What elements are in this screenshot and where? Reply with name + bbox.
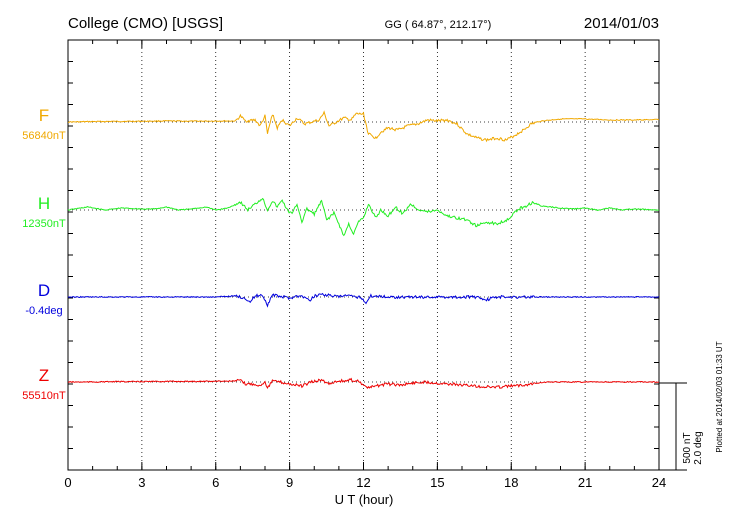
x-tick-label: 21 (578, 475, 592, 490)
x-axis-label: U T (hour) (335, 492, 394, 507)
series-line-f (68, 110, 660, 143)
x-tick-label: 24 (652, 475, 666, 490)
plot-frame: 0 3 6 9 12 15 18 21 24 (64, 39, 666, 490)
series-line-h (67, 197, 660, 237)
chart-title-right: 2014/01/03 (584, 15, 659, 32)
scale-label-nt: 500 nT (682, 432, 693, 463)
series-labels: F 56840nT H 12350nT D -0.4deg Z 55510nT (22, 106, 66, 402)
scale-label-deg: 2.0 deg (693, 431, 704, 464)
series-baseline-label-z: 55510nT (22, 390, 66, 402)
series-baseline-label-d: -0.4deg (25, 305, 62, 317)
plotted-timestamp: Plotted at 2014/02/03 01:33 UT (715, 341, 724, 452)
series-line-z (67, 377, 660, 389)
x-tick-label: 12 (356, 475, 370, 490)
grid (68, 40, 659, 470)
series-name-z: Z (39, 366, 49, 385)
series-name-h: H (38, 194, 50, 213)
x-tick-label: 9 (286, 475, 293, 490)
x-tick-label: 0 (64, 475, 71, 490)
series-name-d: D (38, 281, 50, 300)
chart-title-left: College (CMO) [USGS] (68, 15, 223, 32)
series-line-d (67, 292, 660, 308)
series-baseline-label-h: 12350nT (22, 218, 66, 230)
series-group (67, 110, 660, 389)
scale-bar: 500 nT 2.0 deg (659, 382, 704, 471)
x-tick-label: 3 (138, 475, 145, 490)
chart-title-center: GG ( 64.87°, 212.17°) (385, 19, 492, 31)
x-tick-label: 6 (212, 475, 219, 490)
series-name-f: F (39, 106, 49, 125)
x-tick-label: 15 (430, 475, 444, 490)
x-tick-label: 18 (504, 475, 518, 490)
series-baseline-label-f: 56840nT (22, 130, 66, 142)
